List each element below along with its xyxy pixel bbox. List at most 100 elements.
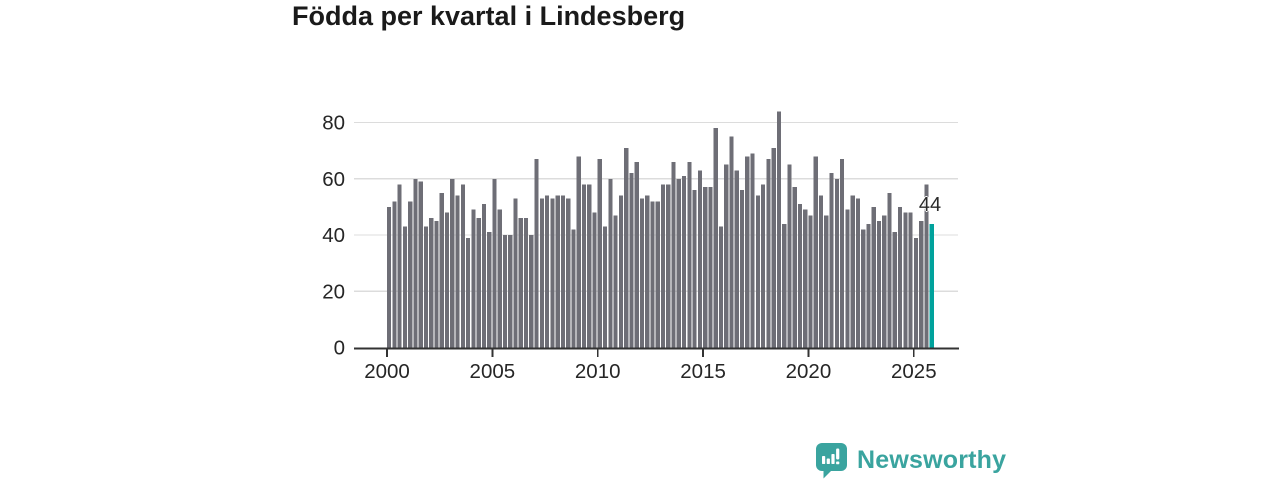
bar (750, 153, 755, 349)
bar (745, 156, 750, 349)
bar (566, 198, 571, 349)
y-tick-label: 80 (322, 112, 345, 135)
bar (618, 195, 623, 349)
y-tick-label: 0 (334, 337, 345, 360)
bar (755, 195, 760, 349)
bar (676, 178, 681, 349)
bar (550, 198, 555, 349)
bar (471, 209, 476, 349)
bar (592, 212, 597, 349)
bar (713, 128, 718, 349)
chart-title: Födda per kvartal i Lindesberg (292, 1, 686, 31)
bar (502, 235, 508, 349)
bar (866, 223, 871, 349)
bar (423, 226, 429, 349)
x-tick-label: 2015 (680, 360, 726, 383)
bar (845, 209, 850, 349)
bar (450, 178, 455, 349)
bar (903, 212, 908, 349)
bar (913, 237, 918, 349)
bar (824, 215, 829, 349)
bar (402, 226, 408, 349)
bar (545, 195, 550, 349)
bar (861, 229, 866, 349)
x-tick-label: 2005 (470, 360, 516, 383)
bar (924, 184, 929, 349)
bar (624, 147, 629, 349)
bar (692, 190, 697, 349)
x-tick-label: 2025 (891, 360, 937, 383)
bar (418, 181, 423, 349)
bar (771, 147, 776, 349)
bar (808, 215, 813, 349)
bar (492, 178, 497, 349)
bar (666, 184, 671, 349)
y-tick-label: 20 (322, 280, 345, 303)
bar (908, 212, 913, 349)
bar (476, 218, 481, 349)
bar (897, 206, 903, 349)
bar (523, 218, 529, 349)
bar (613, 215, 618, 349)
bar (813, 156, 818, 349)
bar (497, 209, 502, 349)
bar (571, 229, 576, 349)
x-tick-label: 2010 (575, 360, 621, 383)
bar (697, 170, 703, 349)
bar (397, 184, 402, 349)
bar (829, 173, 834, 349)
bar (539, 198, 544, 349)
bar (587, 184, 592, 349)
bar (792, 187, 797, 349)
bar (576, 156, 581, 349)
bar (487, 232, 492, 349)
bar (919, 220, 924, 349)
bar (429, 218, 434, 349)
bar (555, 195, 560, 349)
bar (718, 226, 724, 349)
bar (597, 159, 602, 349)
bar (629, 173, 634, 349)
bar (782, 223, 787, 349)
bar (581, 184, 587, 349)
bar (687, 161, 692, 349)
last-value-data-label: 44 (918, 194, 942, 216)
highlighted-bar-latest-quarter (929, 223, 934, 349)
bar (803, 209, 808, 349)
bar (534, 159, 539, 349)
bar (413, 178, 418, 349)
bar (708, 187, 713, 349)
bar (434, 220, 439, 349)
bar (850, 195, 855, 349)
bar (645, 195, 650, 349)
bar (876, 220, 882, 349)
y-tick-label: 60 (322, 168, 345, 191)
bar (387, 206, 392, 349)
bar (560, 195, 566, 349)
bar (460, 184, 465, 349)
x-tick-label: 2000 (364, 360, 410, 383)
newsworthy-speech-bubble-chart-icon (816, 443, 847, 479)
bar (408, 201, 413, 349)
bar (682, 175, 687, 349)
bar (392, 201, 397, 349)
bar (834, 178, 839, 349)
bar (855, 198, 861, 349)
bar (761, 184, 766, 349)
bar (703, 187, 708, 349)
bar (671, 161, 676, 349)
newsworthy-wordmark: Newsworthy (857, 446, 1007, 474)
bar (882, 215, 887, 349)
bar (634, 161, 639, 349)
bar (439, 192, 444, 349)
bar (529, 235, 534, 349)
bar (455, 195, 460, 349)
bar (518, 218, 523, 349)
bar (818, 195, 824, 349)
bar (639, 198, 645, 349)
bar (892, 232, 897, 349)
bar (466, 237, 471, 349)
bar (887, 192, 892, 349)
